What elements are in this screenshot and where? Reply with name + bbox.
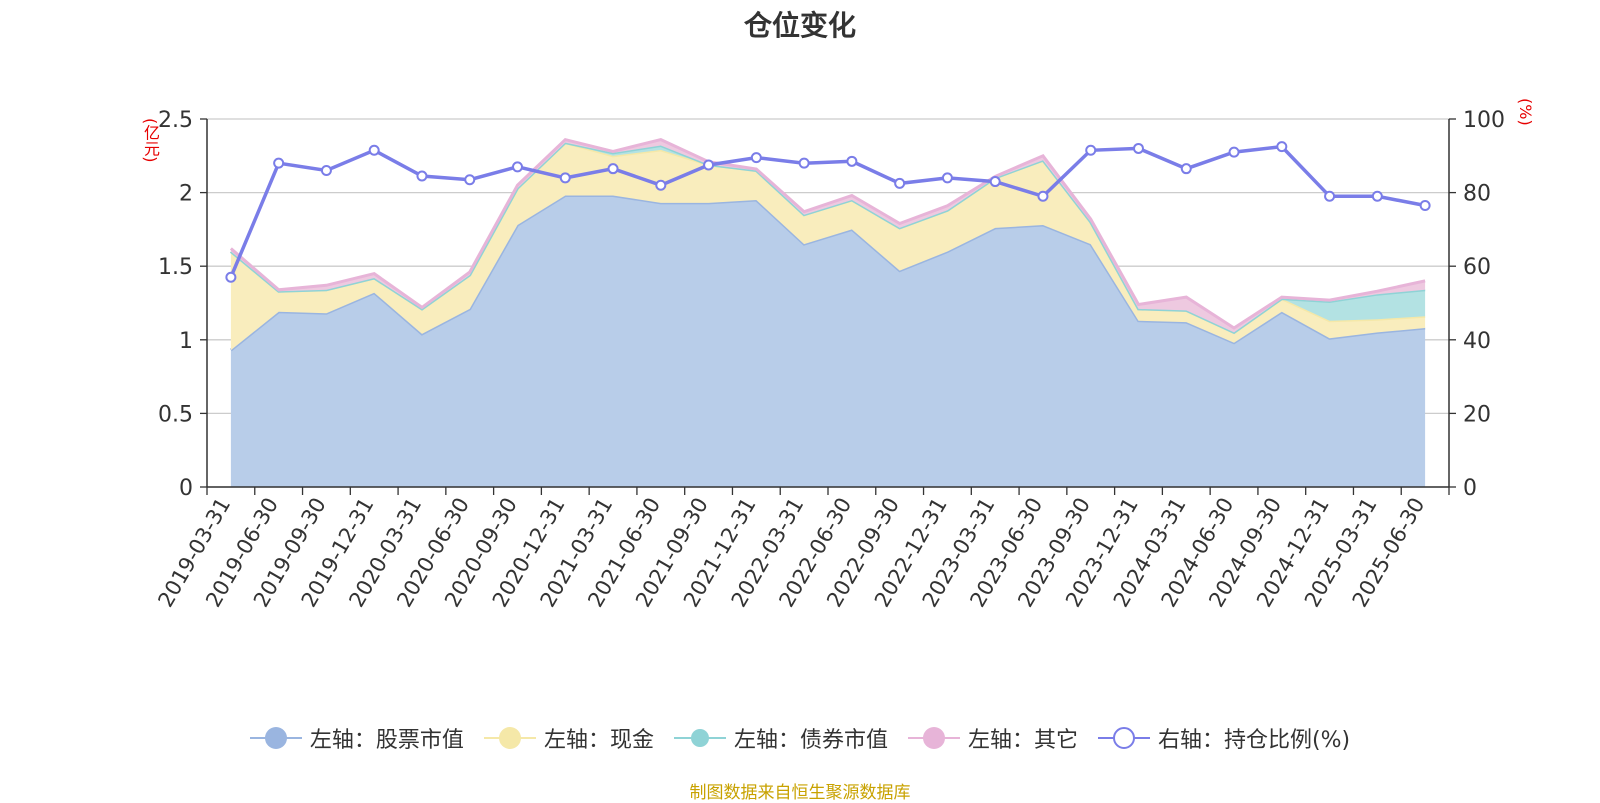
ratio-point xyxy=(559,172,571,184)
right-tick-label: 0 xyxy=(1463,476,1477,501)
ratio-point xyxy=(1037,190,1049,202)
left-tick-label: 2 xyxy=(179,182,193,207)
left-tick-label: 0.5 xyxy=(158,402,193,427)
ratio-point xyxy=(607,163,619,175)
area-cash xyxy=(230,142,1426,351)
ratio-point xyxy=(655,179,667,191)
legend-label: 右轴：持仓比例(%) xyxy=(1157,728,1351,753)
ratio-point xyxy=(368,144,380,156)
ratio-point xyxy=(1324,190,1336,202)
legend-item-other[interactable]: 左轴：其它 xyxy=(907,722,1078,754)
legend-item-ratio[interactable]: 右轴：持仓比例(%) xyxy=(1097,722,1351,754)
left-tick-label: 2.5 xyxy=(158,108,193,133)
ratio-point xyxy=(1085,144,1097,156)
legend-marker-icon xyxy=(483,725,536,751)
legend-marker-icon xyxy=(673,725,726,751)
ratio-point xyxy=(1228,146,1240,158)
legend-label: 左轴：现金 xyxy=(543,728,654,753)
right-tick-label: 60 xyxy=(1463,255,1491,280)
right-tick-label: 20 xyxy=(1463,402,1491,427)
ratio-point xyxy=(798,157,810,169)
left-tick-label: 0 xyxy=(179,476,193,501)
legend-marker-icon xyxy=(249,725,302,751)
legend-marker-icon xyxy=(1097,725,1150,751)
legend-label: 左轴：债券市值 xyxy=(733,728,888,753)
area-stock xyxy=(230,195,1426,487)
legend-item-cash[interactable]: 左轴：现金 xyxy=(483,722,654,754)
left-tick-label: 1.5 xyxy=(158,255,193,280)
right-tick-label: 100 xyxy=(1463,108,1505,133)
chart-title: 仓位变化 xyxy=(743,9,856,42)
right-axis-unit: (%) xyxy=(1516,98,1535,126)
ratio-point xyxy=(225,271,237,283)
ratio-point xyxy=(320,165,332,177)
legend-label: 左轴：股票市值 xyxy=(309,728,464,753)
left-axis-unit: (亿元) xyxy=(141,118,160,163)
ratio-point xyxy=(464,174,476,186)
legend-label: 左轴：其它 xyxy=(967,728,1078,753)
ratio-point xyxy=(416,170,428,182)
ratio-point xyxy=(512,161,523,173)
chart-legend: 左轴：股票市值 左轴：现金 左轴：债券市值 左轴：其它 右轴：持仓比例(%) xyxy=(0,722,1600,754)
ratio-point xyxy=(273,157,285,169)
legend-item-stock[interactable]: 左轴：股票市值 xyxy=(249,722,464,754)
ratio-point xyxy=(894,177,906,189)
right-tick-label: 80 xyxy=(1463,182,1491,207)
ratio-point xyxy=(1419,199,1431,211)
ratio-point xyxy=(1371,190,1383,202)
legend-item-bond[interactable]: 左轴：债券市值 xyxy=(673,722,888,754)
line-other xyxy=(229,137,1426,330)
line-ratio xyxy=(229,144,1426,278)
ratio-point xyxy=(941,172,953,184)
ratio-point xyxy=(1276,141,1288,153)
ratio-point xyxy=(1133,142,1144,154)
ratio-point xyxy=(846,155,858,167)
ratio-point xyxy=(989,176,1001,188)
source-note: 制图数据来自恒生聚源数据库 xyxy=(689,783,911,803)
right-tick-label: 40 xyxy=(1463,329,1491,354)
ratio-point xyxy=(750,152,762,164)
legend-marker-icon xyxy=(907,725,960,751)
ratio-point xyxy=(703,159,715,171)
ratio-point xyxy=(1180,163,1192,175)
left-tick-label: 1 xyxy=(179,329,193,354)
